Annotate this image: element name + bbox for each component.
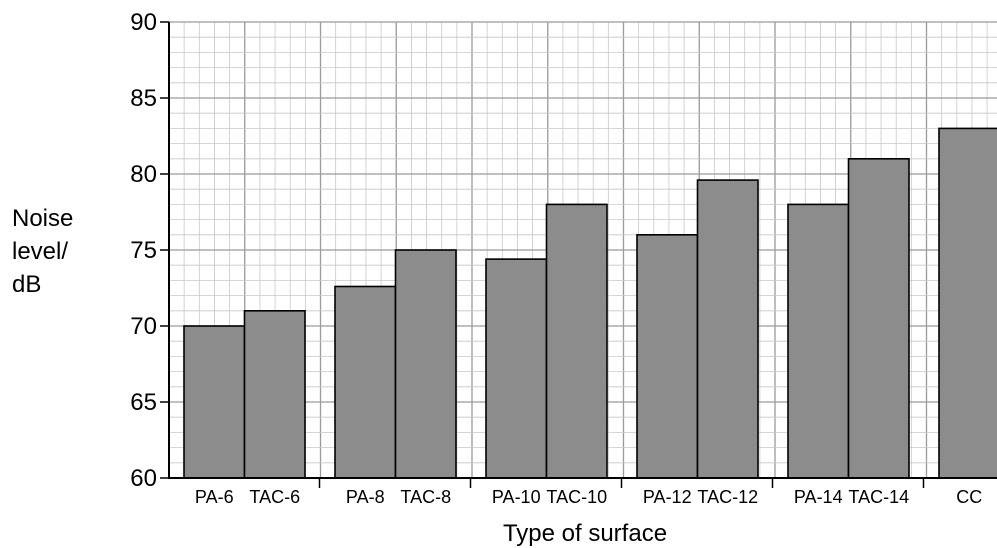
y-tick-label-80: 80 [130, 161, 157, 188]
y-tick-label-85: 85 [130, 85, 157, 112]
x-tick-label-tac-12: TAC-12 [697, 487, 758, 507]
x-tick-label-tac-8: TAC-8 [400, 487, 451, 507]
bar-pa-8 [334, 285, 397, 479]
y-tick-label-90: 90 [130, 9, 157, 36]
x-tick-label-pa-14: PA-14 [794, 487, 843, 507]
x-tick-label-tac-14: TAC-14 [848, 487, 909, 507]
y-axis-label-line-3: dB [12, 271, 41, 298]
x-tick-label-pa-12: PA-12 [643, 487, 692, 507]
bar-tac-10 [545, 203, 608, 479]
bar-tac-8 [394, 249, 457, 479]
x-axis-categories: PA-6 TAC-6 PA-8 TAC-8 PA-10 TAC-10 PA-12 TAC-12… [195, 487, 982, 507]
x-tick-label-tac-10: TAC-10 [546, 487, 607, 507]
bar-pa-10 [485, 258, 548, 479]
x-tick-label-cc: CC [956, 487, 982, 507]
bar-pa-6 [183, 325, 246, 479]
y-axis-label-line-1: Noise [12, 205, 73, 232]
x-tick-label-tac-6: TAC-6 [249, 487, 300, 507]
bars [183, 127, 997, 479]
y-axis-ticks: 60 65 70 75 80 85 90 [130, 9, 169, 492]
x-tick-label-pa-10: PA-10 [492, 487, 541, 507]
y-axis-label-line-2: level/ [12, 238, 68, 265]
y-tick-label-60: 60 [130, 465, 157, 492]
bar-tac-14 [847, 158, 910, 479]
y-tick-label-65: 65 [130, 389, 157, 416]
bar-pa-12 [636, 234, 699, 479]
bar-tac-6 [243, 309, 306, 479]
x-axis-label: Type of surface [503, 520, 667, 547]
x-tick-label-pa-8: PA-8 [346, 487, 385, 507]
y-tick-label-70: 70 [130, 313, 157, 340]
x-tick-label-pa-6: PA-6 [195, 487, 234, 507]
y-tick-label-75: 75 [130, 237, 157, 264]
bar-cc [938, 127, 997, 479]
bar-tac-12 [696, 179, 759, 479]
bar-pa-14 [787, 203, 850, 479]
